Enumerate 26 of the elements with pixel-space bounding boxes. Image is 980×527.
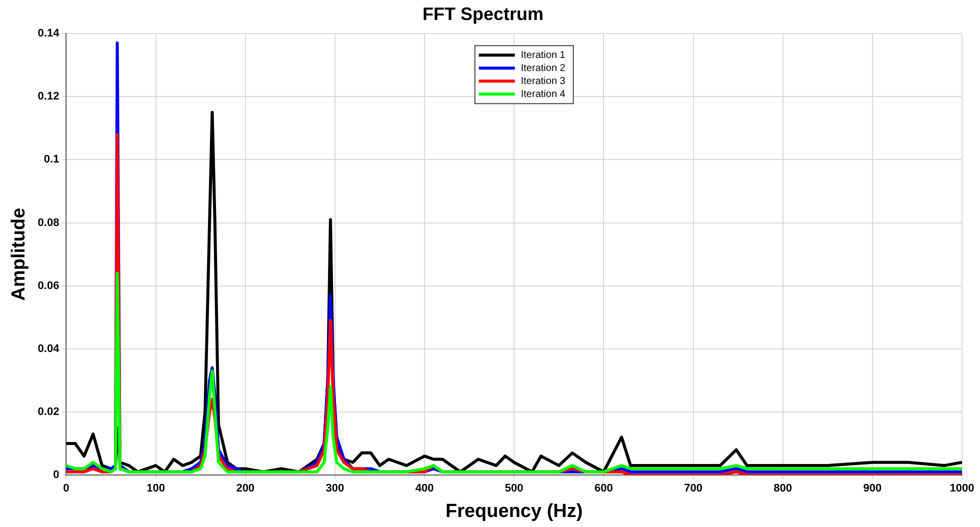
x-tick-label: 200 [236,482,255,495]
legend-label: Iteration 4 [520,88,566,100]
y-tick-label: 0.1 [44,154,60,166]
x-tick-label: 300 [326,482,344,495]
y-tick-label: 0.02 [38,406,60,418]
x-tick-label: 0 [63,482,70,495]
x-tick-label: 900 [863,482,882,495]
chart-title: FFT Spectrum [422,4,544,24]
y-tick-label: 0.14 [38,28,60,40]
y-tick-label: 0 [53,469,60,482]
legend-label: Iteration 3 [520,76,566,87]
x-tick-label: 400 [415,482,434,495]
y-tick-label: 0.04 [38,342,60,355]
x-tick-label: 600 [594,482,613,495]
x-tick-label: 500 [504,482,524,495]
x-tick-label: 100 [146,482,165,495]
legend-label: Iteration 2 [520,62,566,74]
y-tick-label: 0.12 [38,90,60,103]
legend-label: Iteration 1 [520,50,566,61]
x-tick-label: 700 [684,482,702,495]
y-tick-label: 0.06 [38,280,60,292]
x-tick-label: 800 [774,482,792,495]
y-axis-title: Amplitude [8,208,30,301]
y-tick-label: 0.08 [38,216,60,229]
x-axis-title: Frequency (Hz) [445,500,583,522]
x-tick-label: 1000 [950,482,974,495]
